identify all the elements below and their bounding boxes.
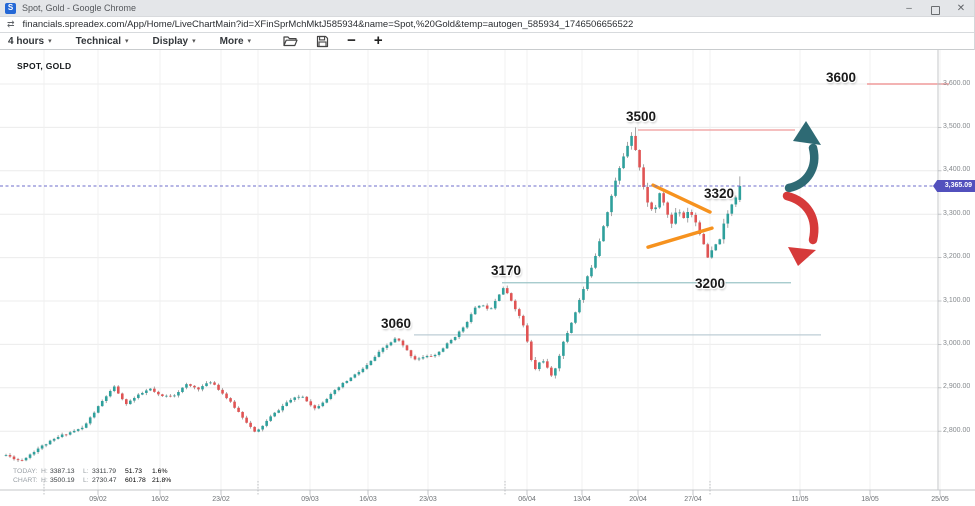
chart-change: 601.78 <box>125 477 146 484</box>
date-axis-label: 20/04 <box>629 496 647 503</box>
open-chart-button[interactable] <box>283 35 298 47</box>
chevron-down-icon: ▾ <box>247 38 252 45</box>
price-axis-label: 3,000.00 <box>943 339 971 347</box>
chart-toolbar: 4 hours ▾ Technical ▾ Display ▾ More ▾ <box>0 33 974 50</box>
annotation-label-3600[interactable]: 3600 <box>826 70 857 85</box>
save-icon <box>316 35 329 47</box>
ohlc-legend: TODAY: H: 3387.13 L: 3311.79 51.73 1.6% … <box>13 467 176 485</box>
price-axis-label: 3,400.00 <box>943 166 971 174</box>
today-low: 3311.79 <box>92 468 117 475</box>
legend-today-row: TODAY: H: 3387.13 L: 3311.79 51.73 1.6% <box>13 467 176 476</box>
date-axis-label: 16/03 <box>359 496 377 503</box>
date-axis-label: 27/04 <box>684 496 702 503</box>
date-axis-label: 11/05 <box>791 496 809 503</box>
date-axis-label: 09/02 <box>89 496 107 503</box>
minimize-button[interactable]: – <box>906 2 912 14</box>
chart-canvas[interactable]: SPOT, GOLD 3600 3500 3320 3170 3060 3200… <box>0 50 975 506</box>
price-axis-label: 3,600.00 <box>943 79 971 87</box>
url-text[interactable]: financials.spreadex.com/App/Home/LiveCha… <box>22 19 634 30</box>
date-axis-label: 18/05 <box>861 496 879 503</box>
date-axis-label: 25/05 <box>931 496 949 503</box>
price-axis-label: 2,900.00 <box>943 383 971 391</box>
today-high: 3387.13 <box>50 468 75 475</box>
price-axis-label: 3,100.00 <box>943 296 971 304</box>
timeframe-dropdown[interactable]: 4 hours ▾ <box>8 35 52 47</box>
title-bar: S Spot, Gold - Google Chrome – ✕ <box>0 0 974 17</box>
chart-low: 2730.47 <box>92 477 117 484</box>
annotation-label-3060[interactable]: 3060 <box>381 316 412 331</box>
date-axis-label: 13/04 <box>573 496 591 503</box>
price-axis-label: 3,500.00 <box>943 122 971 130</box>
zoom-out-button[interactable]: − <box>347 32 356 49</box>
price-axis-label: 3,200.00 <box>943 253 971 261</box>
technical-dropdown[interactable]: Technical ▾ <box>75 35 129 47</box>
chevron-down-icon: ▾ <box>48 38 52 45</box>
maximize-button[interactable] <box>922 1 948 15</box>
instrument-title: SPOT, GOLD <box>17 61 72 71</box>
date-axis-label: 06/04 <box>518 496 536 503</box>
date-axis-label: 23/03 <box>419 496 437 503</box>
current-price-badge: 3,365.09 <box>933 179 975 192</box>
address-bar[interactable]: ⇄ financials.spreadex.com/App/Home/LiveC… <box>0 17 974 33</box>
legend-chart-row: CHART: H: 3500.19 L: 2730.47 601.78 21.8… <box>13 476 176 485</box>
folder-open-icon <box>283 36 298 47</box>
site-info-icon[interactable]: ⇄ <box>7 19 15 29</box>
annotation-label-3320[interactable]: 3320 <box>704 186 735 201</box>
date-axis-label: 16/02 <box>151 496 169 503</box>
more-dropdown[interactable]: More ▾ <box>219 35 252 47</box>
save-chart-button[interactable] <box>316 35 329 48</box>
chart-high: 3500.19 <box>50 477 75 484</box>
maximize-icon <box>930 6 940 15</box>
price-axis-label: 3,300.00 <box>943 209 971 217</box>
chevron-down-icon: ▾ <box>192 38 196 45</box>
app-favicon: S <box>5 2 16 14</box>
date-axis-label: 23/02 <box>212 496 230 503</box>
candlestick-chart[interactable] <box>0 50 975 506</box>
date-axis-label: 09/03 <box>301 496 319 503</box>
chevron-down-icon: ▾ <box>125 38 129 45</box>
annotation-label-3170[interactable]: 3170 <box>491 263 522 278</box>
display-dropdown[interactable]: Display ▾ <box>152 35 196 47</box>
close-button[interactable]: ✕ <box>956 2 966 14</box>
today-change-pct: 1.6% <box>152 468 168 475</box>
price-axis-label: 2,800.00 <box>943 426 971 434</box>
annotation-label-3200[interactable]: 3200 <box>695 276 726 291</box>
window-title: Spot, Gold - Google Chrome <box>22 3 137 13</box>
zoom-in-button[interactable]: + <box>373 32 383 49</box>
chart-change-pct: 21.8% <box>152 477 172 484</box>
today-change: 51.73 <box>125 468 143 475</box>
annotation-label-3500[interactable]: 3500 <box>626 109 657 124</box>
